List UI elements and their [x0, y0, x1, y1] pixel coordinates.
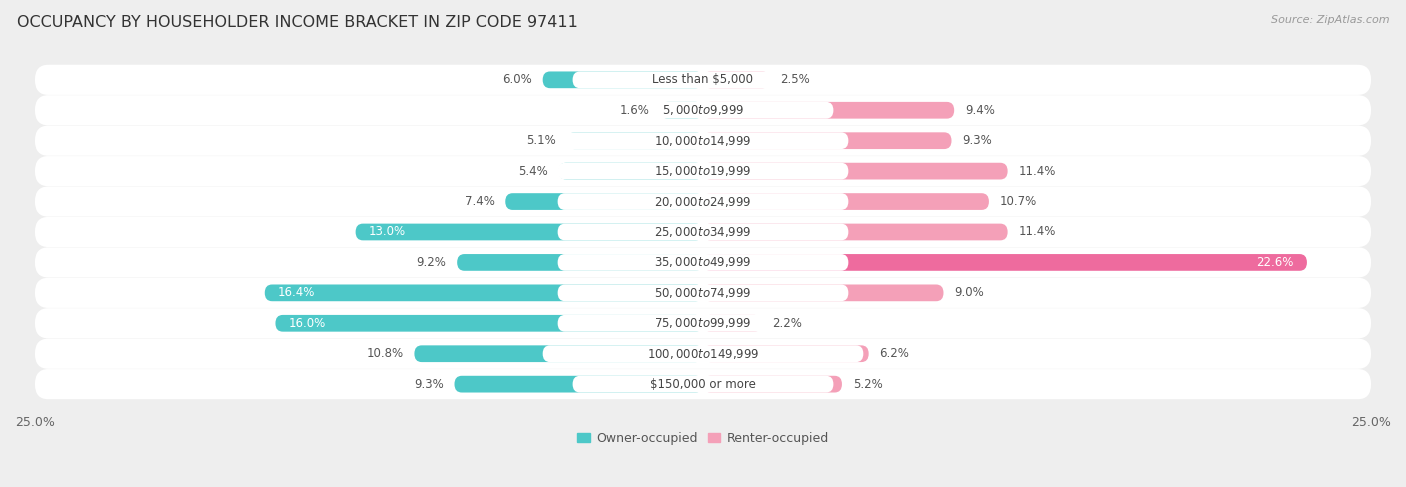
Text: $5,000 to $9,999: $5,000 to $9,999 [662, 103, 744, 117]
FancyBboxPatch shape [276, 315, 703, 332]
Text: 7.4%: 7.4% [465, 195, 495, 208]
Text: 5.1%: 5.1% [526, 134, 555, 147]
Text: 5.4%: 5.4% [519, 165, 548, 178]
Text: $35,000 to $49,999: $35,000 to $49,999 [654, 255, 752, 269]
Text: 1.6%: 1.6% [620, 104, 650, 117]
FancyBboxPatch shape [703, 284, 943, 301]
FancyBboxPatch shape [567, 132, 703, 149]
FancyBboxPatch shape [457, 254, 703, 271]
Text: 2.5%: 2.5% [780, 74, 810, 86]
Text: Source: ZipAtlas.com: Source: ZipAtlas.com [1271, 15, 1389, 25]
FancyBboxPatch shape [558, 254, 848, 271]
FancyBboxPatch shape [356, 224, 703, 241]
Text: 10.8%: 10.8% [367, 347, 404, 360]
FancyBboxPatch shape [703, 315, 762, 332]
FancyBboxPatch shape [264, 284, 703, 301]
Text: 6.0%: 6.0% [502, 74, 531, 86]
FancyBboxPatch shape [558, 163, 703, 180]
Text: $150,000 or more: $150,000 or more [650, 377, 756, 391]
FancyBboxPatch shape [703, 72, 770, 88]
FancyBboxPatch shape [505, 193, 703, 210]
Text: $75,000 to $99,999: $75,000 to $99,999 [654, 316, 752, 330]
Text: 9.3%: 9.3% [962, 134, 993, 147]
FancyBboxPatch shape [543, 72, 703, 88]
FancyBboxPatch shape [703, 163, 1008, 180]
FancyBboxPatch shape [661, 102, 703, 119]
FancyBboxPatch shape [35, 95, 1371, 125]
Text: $20,000 to $24,999: $20,000 to $24,999 [654, 195, 752, 208]
Text: 11.4%: 11.4% [1018, 165, 1056, 178]
Text: Less than $5,000: Less than $5,000 [652, 74, 754, 86]
FancyBboxPatch shape [35, 65, 1371, 95]
Text: 9.4%: 9.4% [965, 104, 995, 117]
FancyBboxPatch shape [703, 224, 1008, 241]
FancyBboxPatch shape [35, 369, 1371, 399]
FancyBboxPatch shape [543, 345, 863, 362]
Text: 16.4%: 16.4% [278, 286, 315, 300]
FancyBboxPatch shape [703, 132, 952, 149]
FancyBboxPatch shape [703, 102, 955, 119]
FancyBboxPatch shape [35, 308, 1371, 338]
FancyBboxPatch shape [35, 187, 1371, 217]
Text: $25,000 to $34,999: $25,000 to $34,999 [654, 225, 752, 239]
FancyBboxPatch shape [35, 278, 1371, 308]
Text: 11.4%: 11.4% [1018, 225, 1056, 239]
FancyBboxPatch shape [558, 224, 848, 241]
FancyBboxPatch shape [703, 254, 1308, 271]
Legend: Owner-occupied, Renter-occupied: Owner-occupied, Renter-occupied [572, 427, 834, 450]
Text: 13.0%: 13.0% [368, 225, 406, 239]
Text: 16.0%: 16.0% [288, 317, 326, 330]
Text: 9.2%: 9.2% [416, 256, 447, 269]
FancyBboxPatch shape [454, 376, 703, 393]
Text: $15,000 to $19,999: $15,000 to $19,999 [654, 164, 752, 178]
Text: $100,000 to $149,999: $100,000 to $149,999 [647, 347, 759, 361]
FancyBboxPatch shape [558, 132, 848, 149]
FancyBboxPatch shape [35, 338, 1371, 369]
Text: 22.6%: 22.6% [1256, 256, 1294, 269]
Text: 5.2%: 5.2% [852, 377, 883, 391]
FancyBboxPatch shape [35, 217, 1371, 247]
FancyBboxPatch shape [558, 315, 848, 332]
FancyBboxPatch shape [558, 163, 848, 180]
FancyBboxPatch shape [35, 247, 1371, 278]
Text: 9.3%: 9.3% [413, 377, 444, 391]
FancyBboxPatch shape [572, 376, 834, 393]
Text: 9.0%: 9.0% [955, 286, 984, 300]
FancyBboxPatch shape [558, 193, 848, 210]
FancyBboxPatch shape [572, 102, 834, 119]
FancyBboxPatch shape [703, 345, 869, 362]
Text: 2.2%: 2.2% [772, 317, 803, 330]
FancyBboxPatch shape [703, 193, 988, 210]
FancyBboxPatch shape [572, 72, 834, 88]
FancyBboxPatch shape [35, 156, 1371, 186]
Text: OCCUPANCY BY HOUSEHOLDER INCOME BRACKET IN ZIP CODE 97411: OCCUPANCY BY HOUSEHOLDER INCOME BRACKET … [17, 15, 578, 30]
Text: 10.7%: 10.7% [1000, 195, 1036, 208]
Text: 6.2%: 6.2% [879, 347, 910, 360]
FancyBboxPatch shape [703, 376, 842, 393]
FancyBboxPatch shape [35, 126, 1371, 156]
Text: $50,000 to $74,999: $50,000 to $74,999 [654, 286, 752, 300]
Text: $10,000 to $14,999: $10,000 to $14,999 [654, 134, 752, 148]
FancyBboxPatch shape [415, 345, 703, 362]
FancyBboxPatch shape [558, 284, 848, 301]
